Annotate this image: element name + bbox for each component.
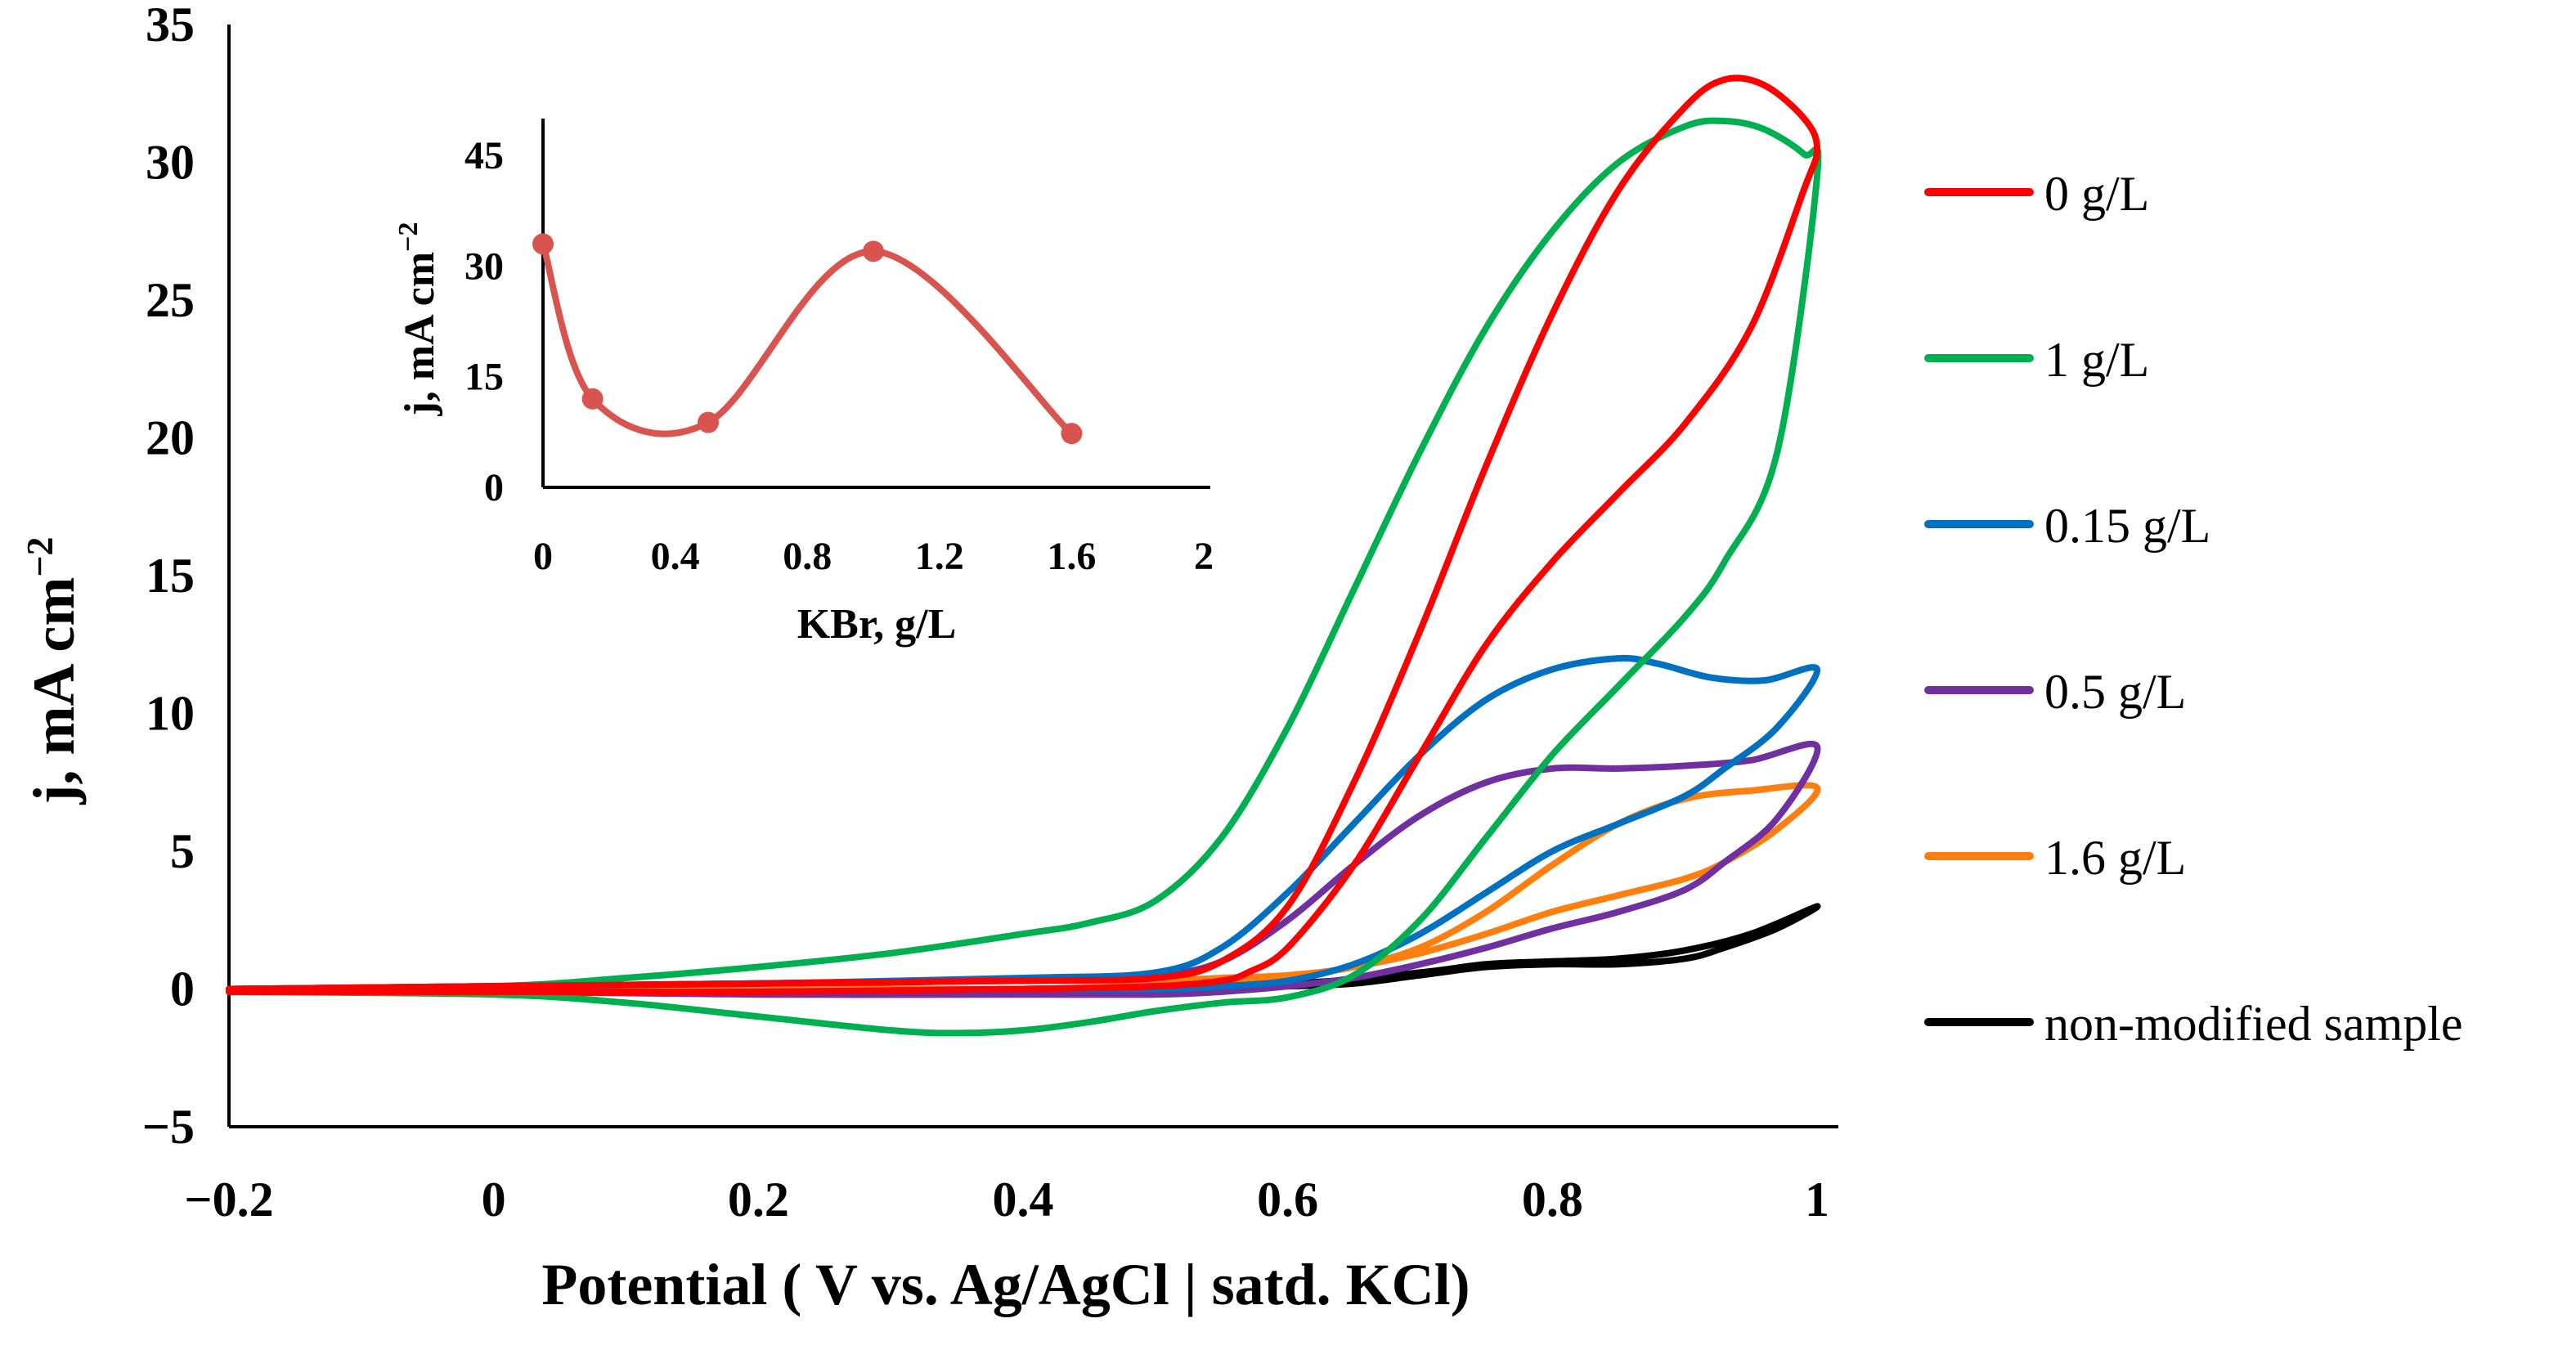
legend-label: 0.15 g/L [2044,499,2210,553]
y-axis-title: j, mA cm−2 [19,536,87,805]
inset-x-tick-label: 1.6 [1047,535,1096,578]
legend-label: 0.5 g/L [2044,665,2186,719]
series-line-0-15-g-l [226,654,1821,996]
x-axis-title: Potential ( V vs. Ag/AgCl | satd. KCl) [541,1252,1470,1317]
inset-y-axis-title-sup: −2 [393,222,424,251]
legend-label: non-modified sample [2044,997,2463,1051]
series-line-0-g-l [226,74,1820,996]
y-tick-labels: −5 0 5 10 15 20 25 30 35 [142,0,195,1154]
inset-y-tick-label: 45 [464,134,504,177]
legend: 0 g/L 1 g/L 0.15 g/L 0.5 g/L 1.6 g/L non-modi… [1924,167,2463,1051]
inset-y-axis-title-text: j, mA cm [397,252,443,417]
x-tick-label: 1 [1805,1173,1829,1227]
main-axes [227,25,1838,1128]
y-tick-label: 0 [170,962,195,1016]
inset-x-tick-label: 2 [1194,535,1214,578]
inset-y-tick-label: 0 [484,466,504,509]
inset-series-line [540,240,1075,437]
y-tick-label: 25 [146,273,195,327]
inset-x-axis-title: KBr, g/L [797,601,957,648]
x-tick-label: 0.4 [993,1173,1054,1227]
inset-chart: 0 15 30 45 0 0.4 0.8 1.2 1.6 2 KBr, g/L j, mA cm… [393,119,1214,648]
legend-label: 1 g/L [2044,333,2149,387]
x-tick-label: 0 [482,1173,506,1227]
inset-y-axis-title: j, mA cm−2 [393,222,443,416]
inset-x-tick-label: 0 [533,535,553,578]
series-line-1-g-l [226,117,1822,1037]
y-tick-label: 10 [146,687,195,741]
y-tick-label: 15 [146,549,195,603]
y-tick-label: 35 [146,0,195,52]
y-axis-title-sup: −2 [19,536,61,576]
x-tick-label: −0.2 [184,1173,273,1227]
inset-data-point [581,388,604,410]
inset-x-tick-label: 0.8 [783,535,832,578]
y-tick-label: 5 [170,824,195,878]
inset-y-tick-label: 15 [464,356,504,399]
inset-x-tick-labels: 0 0.4 0.8 1.2 1.6 2 [533,535,1214,578]
series-group [226,74,1822,1037]
x-tick-label: 0.6 [1257,1173,1318,1227]
legend-label: 0 g/L [2044,167,2149,221]
x-tick-label: 0.2 [728,1173,789,1227]
x-tick-label: 0.8 [1522,1173,1583,1227]
inset-series-group [532,233,1083,445]
inset-data-point [1061,423,1083,445]
inset-x-tick-label: 1.2 [915,535,964,578]
inset-data-point [532,233,554,255]
x-tick-labels: −0.2 0 0.2 0.4 0.6 0.8 1 [184,1173,1829,1227]
y-tick-label: −5 [142,1100,195,1154]
y-axis-title-text: j, mA cm [21,577,87,805]
inset-data-point [863,240,884,262]
legend-label: 1.6 g/L [2044,831,2186,885]
series-line-0-5-g-l [226,740,1821,998]
y-tick-label: 30 [146,136,195,190]
inset-x-tick-label: 0.4 [651,535,700,578]
inset-y-tick-label: 30 [464,244,504,288]
y-tick-label: 20 [146,411,195,465]
inset-y-tick-labels: 0 15 30 45 [464,134,504,509]
inset-data-point [698,411,719,433]
